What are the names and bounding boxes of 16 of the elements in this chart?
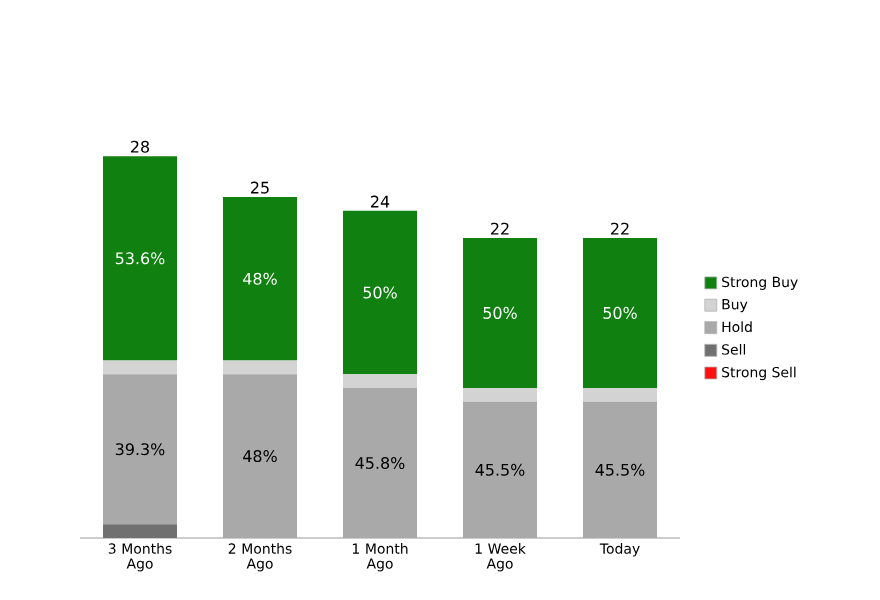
- bar: [463, 387, 538, 402]
- bar: [103, 156, 177, 361]
- bar: [463, 401, 538, 538]
- bar: [583, 401, 658, 538]
- bar: [223, 360, 297, 375]
- bar: [223, 197, 297, 361]
- bar: [343, 387, 417, 538]
- bar: [343, 210, 417, 375]
- bar: [103, 360, 177, 375]
- bar: [103, 374, 177, 525]
- bar: [463, 237, 538, 388]
- bar: [583, 237, 658, 388]
- bar: [343, 374, 417, 388]
- bar: [583, 387, 658, 402]
- bar: [103, 524, 177, 538]
- bar: [223, 374, 297, 538]
